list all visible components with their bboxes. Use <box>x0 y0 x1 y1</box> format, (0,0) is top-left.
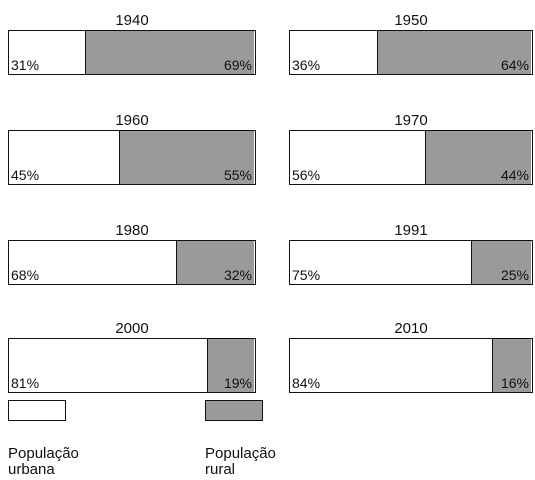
panel-title: 1991 <box>394 222 428 239</box>
bar-frame: 45% 55% <box>8 130 256 185</box>
bar-frame: 68% 32% <box>8 240 256 285</box>
value-label: 25% <box>500 267 529 283</box>
value-label: 75% <box>292 267 321 283</box>
bar-frame: 31% 69% <box>8 30 256 75</box>
bar-segment: 36% <box>290 31 377 74</box>
bar-frame: 84% 16% <box>289 338 533 393</box>
bar-segment: 44% <box>424 131 531 184</box>
bar-segment: 81% <box>9 339 208 392</box>
value-label: 64% <box>500 57 529 73</box>
bar-segment: 16% <box>492 339 531 392</box>
value-label: 69% <box>223 57 252 73</box>
bar-segment: 45% <box>9 131 120 184</box>
panel-title: 1970 <box>394 112 428 129</box>
bar-segment: 68% <box>9 241 176 284</box>
value-label: 31% <box>11 57 40 73</box>
panel-title: 1940 <box>115 12 149 29</box>
legend-label: População urbana <box>8 445 79 478</box>
value-label: 81% <box>11 375 40 391</box>
bar-frame: 75% 25% <box>289 240 533 285</box>
bar-segment: 84% <box>290 339 493 392</box>
bar-segment: 55% <box>119 131 254 184</box>
panel-title: 1980 <box>115 222 149 239</box>
panel-title: 1960 <box>115 112 149 129</box>
bar-segment: 31% <box>9 31 85 74</box>
legend-label: População rural <box>205 445 276 478</box>
legend-swatch <box>8 400 66 421</box>
value-label: 16% <box>500 375 529 391</box>
bar-segment: 25% <box>470 241 531 284</box>
bar-segment: 69% <box>84 31 254 74</box>
panel-title: 2010 <box>394 320 428 337</box>
value-label: 45% <box>11 167 40 183</box>
bar-segment: 19% <box>207 339 254 392</box>
value-label: 68% <box>11 267 40 283</box>
bar-segment: 64% <box>376 31 531 74</box>
value-label: 56% <box>292 167 321 183</box>
bar-segment: 75% <box>290 241 471 284</box>
bar-segment: 56% <box>290 131 425 184</box>
bar-frame: 36% 64% <box>289 30 533 75</box>
bar-segment: 32% <box>175 241 254 284</box>
bar-frame: 56% 44% <box>289 130 533 185</box>
value-label: 19% <box>223 375 252 391</box>
value-label: 32% <box>223 267 252 283</box>
panel-title: 1950 <box>394 12 428 29</box>
legend-swatch <box>205 400 263 421</box>
value-label: 55% <box>223 167 252 183</box>
value-label: 44% <box>500 167 529 183</box>
value-label: 36% <box>292 57 321 73</box>
bar-frame: 81% 19% <box>8 338 256 393</box>
panel-title: 2000 <box>115 320 149 337</box>
value-label: 84% <box>292 375 321 391</box>
